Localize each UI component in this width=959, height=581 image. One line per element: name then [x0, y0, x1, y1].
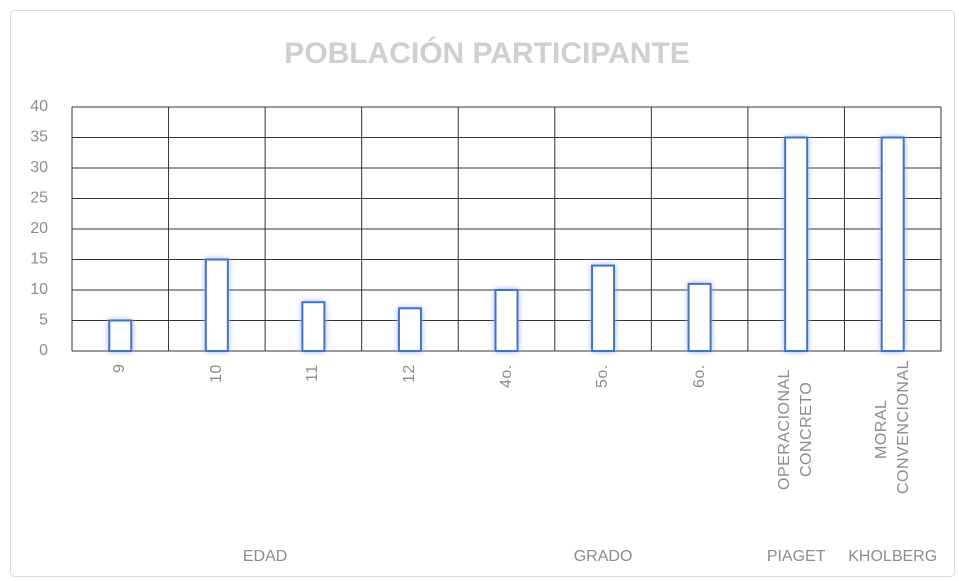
bar — [880, 136, 905, 352]
y-tick-label: 5 — [39, 312, 48, 329]
y-tick-label: 40 — [30, 98, 48, 115]
x-tick-label-box: 9 — [109, 364, 131, 524]
group-label: GRADO — [574, 548, 633, 565]
bar — [204, 258, 229, 352]
x-tick-label-box: 11 — [302, 364, 324, 524]
x-tick-label-box: 10 — [206, 364, 228, 524]
x-tick-label: 11 — [304, 364, 322, 382]
x-tick-label: OPERACIONAL CONCRETO — [776, 368, 816, 490]
y-tick-label: 20 — [30, 220, 48, 237]
x-tick-label: 6o. — [690, 364, 708, 388]
bar — [494, 289, 519, 352]
x-tick-label: 4o. — [497, 364, 515, 388]
y-tick-label: 25 — [30, 190, 48, 207]
bar — [784, 136, 809, 352]
bar — [687, 282, 712, 352]
x-tick-label: 10 — [207, 364, 225, 383]
x-tick-label-box: OPERACIONAL CONCRETO — [774, 364, 818, 524]
x-tick-label-box: 5o. — [592, 364, 614, 524]
y-tick-label: 0 — [39, 342, 48, 359]
group-label: EDAD — [243, 548, 287, 565]
x-tick-label: 9 — [111, 364, 129, 374]
y-tick-label: 10 — [30, 281, 48, 298]
x-tick-label-box: 6o. — [689, 364, 711, 524]
chart-border — [10, 10, 955, 577]
y-tick-label: 35 — [30, 129, 48, 146]
x-tick-label: 12 — [400, 364, 418, 383]
bar — [591, 264, 616, 353]
x-tick-label-box: 12 — [399, 364, 421, 524]
y-tick-label: 15 — [30, 251, 48, 268]
x-tick-label: 5o. — [594, 364, 612, 388]
x-tick-label-box: 4o. — [496, 364, 518, 524]
x-tick-label-box: MORAL CONVENCIONAL — [871, 359, 915, 524]
bar — [301, 301, 326, 353]
bar — [108, 319, 133, 352]
bar — [397, 307, 422, 352]
y-tick-label: 30 — [30, 159, 48, 176]
group-label: PIAGET — [767, 548, 826, 565]
group-label: KHOLBERG — [848, 548, 937, 565]
x-tick-label: MORAL CONVENCIONAL — [872, 359, 912, 494]
chart-title: POBLACIÓN PARTICIPANTE — [284, 36, 690, 70]
